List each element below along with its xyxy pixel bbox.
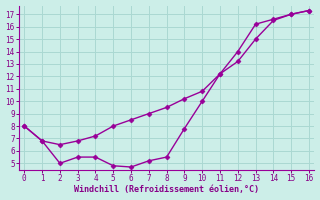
X-axis label: Windchill (Refroidissement éolien,°C): Windchill (Refroidissement éolien,°C): [74, 185, 259, 194]
